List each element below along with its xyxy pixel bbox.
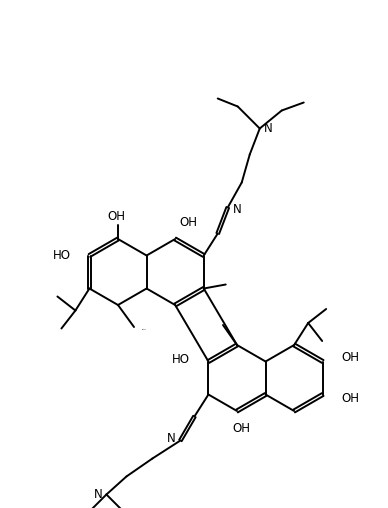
Text: N: N: [94, 488, 102, 501]
Text: OH: OH: [342, 351, 360, 364]
Text: OH: OH: [179, 216, 197, 230]
Text: HO: HO: [171, 353, 189, 366]
Text: N: N: [264, 122, 272, 135]
Text: OH: OH: [232, 423, 250, 435]
Text: OH: OH: [342, 392, 360, 405]
Text: HO: HO: [52, 249, 70, 262]
Text: N: N: [167, 432, 175, 445]
Text: methyl: methyl: [142, 328, 146, 330]
Text: N: N: [233, 203, 241, 216]
Text: OH: OH: [107, 210, 125, 224]
